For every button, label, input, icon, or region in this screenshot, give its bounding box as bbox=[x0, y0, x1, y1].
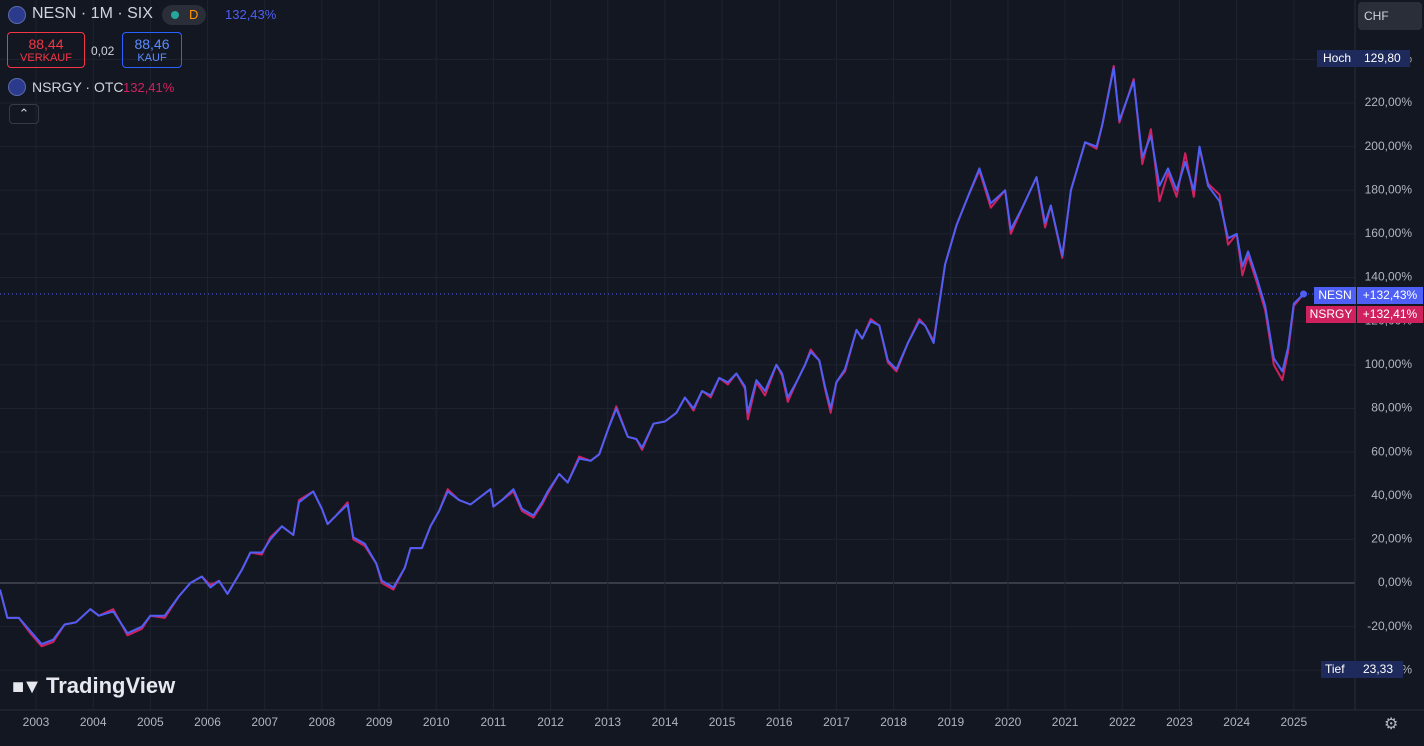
x-tick-label: 2024 bbox=[1223, 715, 1250, 729]
x-tick-label: 2019 bbox=[937, 715, 964, 729]
settings-icon[interactable]: ⚙ bbox=[1384, 716, 1399, 733]
status-pill: D bbox=[162, 5, 206, 25]
sell-price: 88,44 bbox=[28, 36, 64, 52]
y-tick-label: 0,00% bbox=[1378, 575, 1412, 589]
x-tick-label: 2020 bbox=[995, 715, 1022, 729]
y-tick-label: 180,00% bbox=[1365, 182, 1413, 196]
low-value: 23,33 bbox=[1363, 662, 1394, 676]
sell-label: VERKAUF bbox=[20, 52, 72, 64]
x-tick-label: 2023 bbox=[1166, 715, 1193, 729]
series-value-tag: +132,41% bbox=[1357, 306, 1423, 323]
logo bbox=[8, 6, 26, 24]
sell-button[interactable]: 88,44 VERKAUF bbox=[7, 32, 85, 68]
x-tick-label: 2022 bbox=[1109, 715, 1136, 729]
x-tick-label: 2013 bbox=[594, 715, 621, 729]
y-tick-label: 80,00% bbox=[1371, 401, 1412, 415]
y-tick-label: 60,00% bbox=[1371, 444, 1412, 458]
brand-name: TradingView bbox=[46, 673, 176, 698]
x-tick-label: 2007 bbox=[251, 715, 278, 729]
currency-button[interactable]: CHF bbox=[1358, 2, 1422, 30]
y-tick-label: 200,00% bbox=[1365, 139, 1413, 153]
series-tag: NSRGY bbox=[1306, 306, 1356, 323]
x-tick-label: 2003 bbox=[23, 715, 50, 729]
buy-label: KAUF bbox=[137, 52, 167, 64]
x-tick-label: 2021 bbox=[1052, 715, 1079, 729]
x-tick-label: 2006 bbox=[194, 715, 221, 729]
y-tick-label: 160,00% bbox=[1365, 226, 1413, 240]
x-tick-label: 2005 bbox=[137, 715, 164, 729]
x-tick-label: 2016 bbox=[766, 715, 793, 729]
x-tick-label: 2017 bbox=[823, 715, 850, 729]
collapse-button[interactable]: ⌃ bbox=[9, 104, 39, 124]
series-tag: NESN bbox=[1314, 287, 1356, 304]
series-line bbox=[0, 67, 1305, 646]
y-tick-label: 140,00% bbox=[1365, 270, 1413, 284]
high-label: Hoch bbox=[1323, 51, 1352, 65]
x-tick-label: 2025 bbox=[1280, 715, 1307, 729]
symbol-change: 132,43% bbox=[225, 7, 277, 22]
x-tick-label: 2014 bbox=[652, 715, 679, 729]
x-tick-label: 2012 bbox=[537, 715, 564, 729]
brand: ■▼ TradingView bbox=[12, 673, 175, 699]
logo bbox=[8, 78, 26, 96]
compare-change: 132,41% bbox=[123, 80, 175, 95]
compare-symbol[interactable]: NSRGY · OTC bbox=[32, 79, 124, 95]
series-value-tag: +132,43% bbox=[1357, 287, 1423, 304]
x-tick-label: 2018 bbox=[880, 715, 907, 729]
low-tag: Tief 23,33 bbox=[1321, 661, 1403, 678]
x-tick-label: 2008 bbox=[309, 715, 336, 729]
y-tick-label: -20,00% bbox=[1367, 619, 1412, 633]
y-tick-label: 20,00% bbox=[1371, 532, 1412, 546]
high-value: 129,80 bbox=[1364, 51, 1401, 65]
status-dot bbox=[171, 11, 179, 19]
x-tick-label: 2009 bbox=[366, 715, 393, 729]
buy-button[interactable]: 88,46 KAUF bbox=[122, 32, 182, 68]
x-tick-label: 2015 bbox=[709, 715, 736, 729]
symbol[interactable]: NESN · 1M · SIX bbox=[32, 5, 153, 22]
spread: 0,02 bbox=[91, 44, 115, 58]
x-tick-label: 2004 bbox=[80, 715, 107, 729]
y-tick-label: 40,00% bbox=[1371, 488, 1412, 502]
brand-logo: ■▼ bbox=[12, 676, 42, 698]
x-tick-label: 2011 bbox=[480, 715, 506, 729]
buy-price: 88,46 bbox=[134, 36, 170, 52]
last-point bbox=[1300, 290, 1308, 298]
high-tag: Hoch 129,80 bbox=[1317, 50, 1410, 67]
y-tick-label: 100,00% bbox=[1365, 357, 1413, 371]
x-tick-label: 2010 bbox=[423, 715, 450, 729]
low-label: Tief bbox=[1325, 662, 1345, 676]
y-tick-label: 220,00% bbox=[1365, 95, 1413, 109]
interval-badge: D bbox=[189, 7, 199, 22]
